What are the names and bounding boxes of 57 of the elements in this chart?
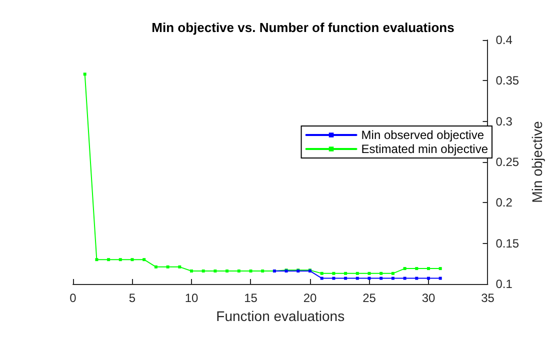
x-tick-label: 5 — [128, 291, 136, 305]
x-tick-label: 15 — [244, 291, 258, 305]
y-tick-label: 0.3 — [496, 114, 513, 128]
point — [237, 269, 240, 272]
point — [332, 272, 336, 275]
point — [261, 269, 264, 272]
point — [118, 258, 122, 262]
point — [391, 276, 394, 280]
point — [403, 267, 406, 270]
x-tick-label: 35 — [481, 291, 495, 305]
point — [426, 267, 430, 270]
point — [107, 258, 110, 262]
point — [154, 265, 158, 268]
x-tick-label: 30 — [422, 291, 436, 305]
chart-title: Min objective vs. Number of function evaluations — [152, 20, 454, 35]
y-tick-label: 0.2 — [496, 196, 513, 210]
point — [178, 265, 182, 268]
y-tick-label: 0.15 — [496, 236, 520, 250]
point — [403, 276, 406, 280]
x-tick-label: 20 — [303, 291, 317, 305]
point — [368, 276, 371, 280]
x-tick-label: 0 — [70, 291, 77, 305]
point — [202, 269, 205, 272]
point — [95, 258, 98, 262]
x-tick-label: 10 — [184, 291, 198, 305]
point — [142, 258, 146, 262]
legend-label: Min observed objective — [361, 128, 484, 142]
point — [83, 72, 86, 76]
point — [332, 276, 336, 280]
y-tick-label: 0.1 — [496, 277, 513, 291]
y-tick-label: 0.4 — [496, 33, 513, 47]
point — [130, 258, 134, 262]
point — [438, 276, 442, 280]
legend-label: Estimated min objective — [361, 142, 488, 156]
x-tick-label: 25 — [362, 291, 376, 305]
point — [426, 276, 430, 280]
point — [438, 267, 442, 270]
point — [380, 272, 383, 275]
point — [214, 269, 217, 272]
y-axis-title: Min objective — [529, 120, 545, 203]
point — [249, 269, 252, 272]
point — [166, 265, 170, 268]
y-tick-label: 0.25 — [496, 155, 520, 169]
point — [226, 269, 229, 272]
point — [356, 272, 359, 275]
point — [380, 276, 383, 280]
point — [415, 267, 418, 270]
point — [344, 276, 348, 280]
point — [415, 276, 418, 280]
x-axis-title: Function evaluations — [216, 308, 345, 324]
point — [356, 276, 359, 280]
point — [320, 276, 324, 280]
point — [320, 272, 324, 275]
point — [391, 272, 394, 275]
point — [368, 272, 371, 275]
y-tick-label: 0.35 — [496, 74, 520, 88]
point — [344, 272, 348, 275]
